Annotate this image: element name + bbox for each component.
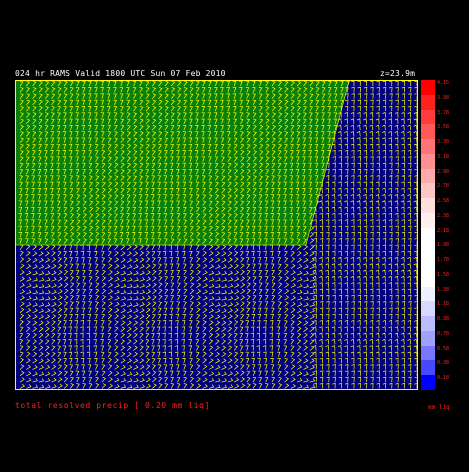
color-scale-segment — [421, 271, 435, 288]
color-scale-tick: 4.15 — [437, 80, 450, 86]
color-scale-segment — [421, 139, 435, 155]
color-scale-tick: 0.38 — [437, 360, 450, 367]
color-scale-tick: 1.98 — [437, 242, 450, 249]
color-scale-tick: 0.78 — [437, 330, 450, 337]
color-scale-tick: 2.78 — [437, 183, 450, 190]
color-scale-segment — [421, 168, 435, 184]
color-scale-tick: 0.18 — [437, 375, 450, 382]
color-scale-segment — [421, 360, 435, 376]
field-label: total resolved precip [ 0.20 mm liq] — [15, 401, 210, 410]
color-scale-tick: 3.38 — [437, 139, 450, 146]
color-scale-segment — [421, 124, 435, 140]
color-scale — [421, 80, 435, 391]
color-scale-tick: 3.58 — [437, 124, 450, 131]
color-scale-tick: 2.98 — [437, 168, 450, 175]
color-scale-segment — [421, 286, 435, 302]
color-scale-segment — [421, 375, 435, 391]
color-scale-tick: 3.18 — [437, 153, 450, 160]
color-scale-tick: 1.78 — [437, 257, 450, 264]
color-scale-segment — [421, 198, 435, 214]
color-scale-segment — [421, 109, 435, 125]
color-scale-tick: 0.98 — [437, 316, 450, 323]
color-scale-tick: 3.98 — [437, 94, 450, 101]
color-scale-tick: 3.78 — [437, 109, 450, 116]
color-scale-segment — [421, 330, 435, 347]
color-scale-tick: 1.58 — [437, 271, 450, 278]
color-scale-tick: 2.58 — [437, 198, 450, 205]
color-scale-units: mm liq — [428, 404, 450, 411]
color-scale-segment — [421, 94, 435, 110]
wind-barb-icon — [18, 81, 417, 389]
color-scale-tick: 1.38 — [437, 286, 450, 293]
color-scale-tick: 2.38 — [437, 212, 450, 219]
wind-barb-field — [16, 81, 417, 389]
color-scale-tick: 1.18 — [437, 301, 450, 308]
color-scale-segment — [421, 257, 435, 273]
color-scale-segment — [421, 212, 435, 229]
color-scale-segment — [421, 153, 435, 170]
map-panel — [15, 80, 418, 390]
color-scale-segment — [421, 316, 435, 332]
color-scale-segment — [421, 227, 435, 243]
color-scale-tick: 0.58 — [437, 345, 450, 352]
level-label: z=23.9m — [380, 69, 416, 78]
color-scale-tick: 2.18 — [437, 227, 450, 234]
color-scale-segment — [421, 242, 435, 258]
precip-boundary — [16, 81, 350, 246]
plot-title: 024 hr RAMS Valid 1800 UTC Sun 07 Feb 20… — [15, 69, 226, 78]
color-scale-segment — [421, 301, 435, 317]
color-scale-segment — [421, 80, 435, 96]
wind-barbs — [16, 81, 417, 389]
color-scale-segment — [421, 183, 435, 199]
color-scale-segment — [421, 345, 435, 361]
